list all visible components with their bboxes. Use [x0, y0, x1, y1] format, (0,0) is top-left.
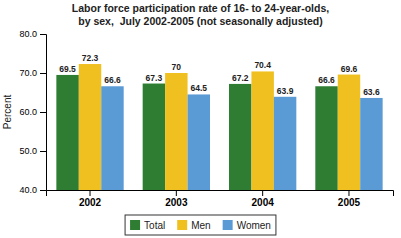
tick: 2003	[165, 190, 188, 208]
tick-mark	[40, 34, 46, 35]
bar	[251, 71, 273, 190]
tick-mark	[40, 151, 46, 152]
bar-series	[79, 64, 360, 190]
bar	[101, 86, 123, 190]
tick: 2002	[79, 190, 102, 208]
tick-mark	[90, 190, 91, 196]
bar	[274, 97, 296, 190]
bar	[165, 73, 187, 190]
axis-line	[40, 35, 47, 191]
tick-mark	[176, 190, 177, 196]
tick-mark	[40, 112, 46, 113]
data-label: 64.5	[191, 83, 208, 93]
data-label: 72.3	[82, 53, 99, 63]
data-label: 63.6	[363, 87, 380, 97]
tick: 80.0	[19, 29, 46, 39]
legend: Total Men Women	[125, 215, 276, 235]
tick: 40.0	[19, 185, 46, 195]
bar	[360, 98, 382, 190]
tick: 2004	[252, 190, 275, 208]
tick-label: 60.0	[19, 107, 37, 117]
tick: 70.0	[19, 68, 46, 78]
bar	[79, 64, 101, 190]
data-label: 69.6	[341, 64, 358, 74]
data-label: 69.5	[59, 64, 76, 74]
bars	[56, 64, 382, 190]
legend-item: Women	[223, 220, 271, 231]
tick: 60.0	[19, 107, 46, 117]
bar	[229, 84, 251, 190]
legend-swatch	[177, 220, 187, 230]
tick-mark	[262, 190, 263, 196]
data-label: 67.3	[146, 73, 163, 83]
data-label: 63.9	[277, 86, 294, 96]
data-label: 70	[172, 62, 182, 72]
tick-mark	[40, 190, 46, 191]
chart-title: Labor force participation rate of 16- to…	[72, 2, 329, 27]
data-label: 67.2	[232, 73, 249, 83]
tick-label: 2002	[79, 197, 102, 208]
legend-label: Total	[144, 220, 165, 231]
legend-frame	[125, 215, 276, 235]
bar	[315, 86, 337, 190]
data-label: 66.6	[104, 75, 121, 85]
tick-label: 80.0	[19, 29, 37, 39]
legend-item: Men	[177, 220, 210, 231]
y-axis: 40.0 50.0 60.0 70.0 80.0	[19, 29, 46, 195]
legend-swatch	[223, 220, 233, 230]
axis-title: Percent	[2, 95, 13, 130]
tick-label: 40.0	[19, 185, 37, 195]
tick: 2005	[338, 190, 361, 208]
tick-label: 2004	[252, 197, 275, 208]
tick-label: 70.0	[19, 68, 37, 78]
bar	[338, 75, 360, 190]
data-labels: 69.5 67.3 67.2 66.6 72.3 70 70.4 69.6 66.6 64.5 63…	[59, 53, 380, 97]
x-axis: 2002 2003 2004 2005	[47, 190, 394, 208]
chart: Labor force participation rate of 16- to…	[0, 0, 401, 238]
legend-swatch	[130, 220, 140, 230]
tick-label: 50.0	[19, 146, 37, 156]
tick: 50.0	[19, 146, 46, 156]
axis-line	[47, 191, 394, 197]
legend-label: Women	[237, 220, 271, 231]
data-label: 66.6	[318, 75, 335, 85]
bar-series	[101, 86, 382, 190]
data-label: 70.4	[254, 60, 271, 70]
bar	[188, 94, 210, 190]
tick-label: 2003	[165, 197, 188, 208]
bar	[143, 84, 165, 190]
legend-label: Men	[191, 220, 210, 231]
tick-mark	[40, 73, 46, 74]
tick-label: 2005	[338, 197, 361, 208]
bar	[56, 75, 78, 190]
legend-item: Total	[130, 220, 165, 231]
tick-mark	[348, 190, 349, 196]
plot: 69.5 67.3 67.2 66.6 72.3 70 70.4 69.6 66.6 64.5 63…	[19, 29, 393, 208]
